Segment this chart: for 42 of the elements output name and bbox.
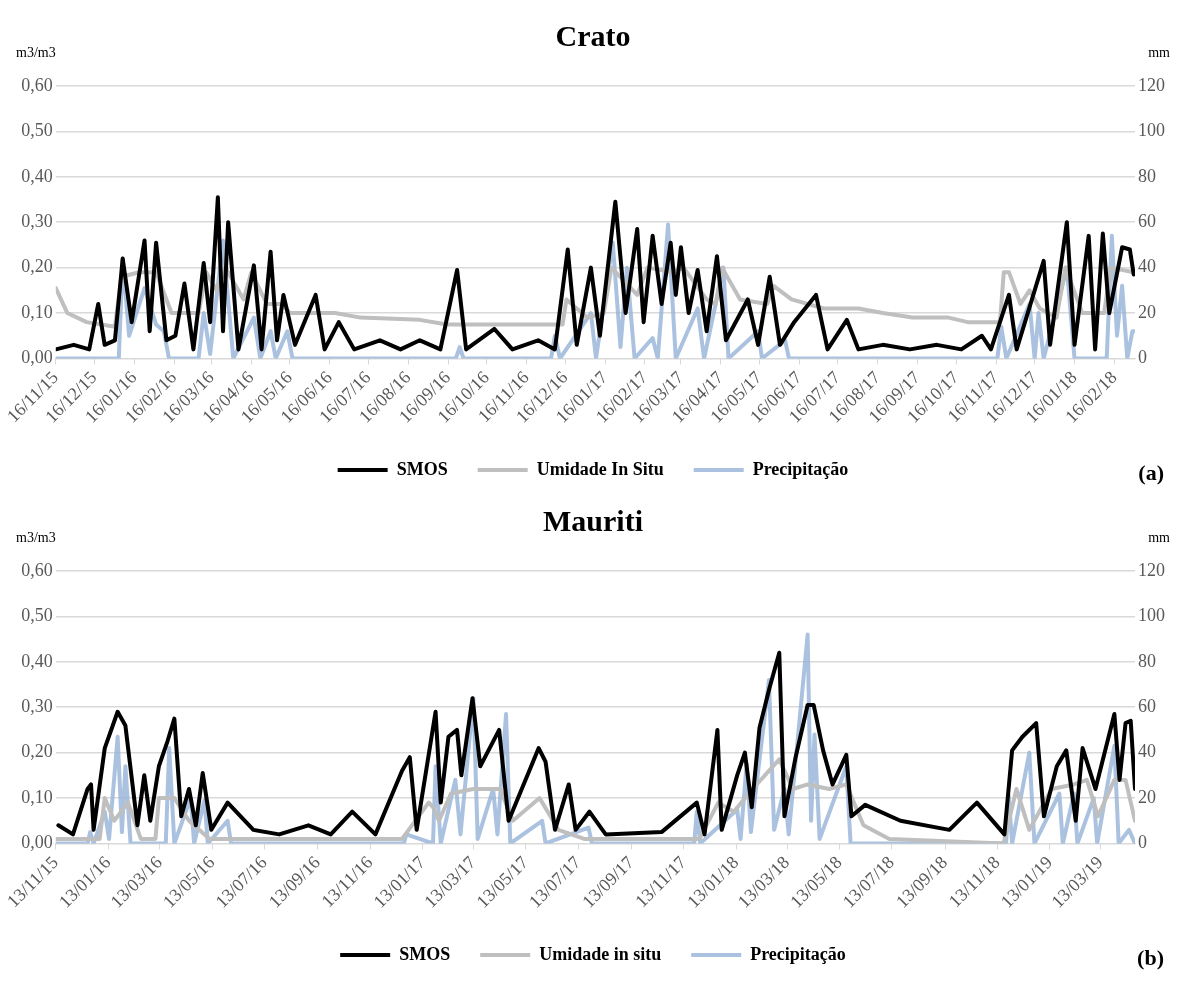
legend-label: Umidade In Situ — [536, 458, 664, 479]
y-tick-label: 0,30 — [21, 695, 53, 716]
y-tick-label: 0,40 — [21, 650, 53, 671]
legend-label: Precipitação — [750, 943, 846, 964]
y2-tick-label: 100 — [1138, 605, 1165, 626]
legend-label: Umidade in situ — [539, 943, 662, 964]
y-tick-label: 0,00 — [21, 347, 53, 368]
y2-tick-label: 120 — [1138, 559, 1165, 580]
text: (a) — [1138, 459, 1164, 485]
y-tick-label: 0,10 — [21, 786, 53, 807]
text: (b) — [1137, 944, 1164, 970]
y2-tick-label: 20 — [1138, 786, 1156, 807]
y-tick-label: 0,50 — [21, 605, 53, 626]
y2-tick-label: 40 — [1138, 256, 1156, 277]
legend-label: Precipitação — [752, 458, 849, 479]
y2-tick-label: 120 — [1138, 74, 1165, 95]
y2-tick-label: 80 — [1138, 165, 1156, 186]
y-tick-label: 0,00 — [21, 832, 53, 853]
y-tick-label: 0,10 — [21, 301, 53, 322]
y-axis-title: m3/m3 — [16, 44, 56, 60]
y-tick-label: 0,30 — [21, 210, 53, 231]
y-tick-label: 0,20 — [21, 256, 53, 277]
y2-tick-label: 60 — [1138, 210, 1156, 231]
y2-tick-label: 80 — [1138, 650, 1156, 671]
y-tick-label: 0,20 — [21, 741, 53, 762]
y-tick-label: 0,60 — [21, 559, 53, 580]
y-tick-label: 0,50 — [21, 120, 53, 141]
chart-title: Crato — [555, 18, 631, 52]
y2-tick-label: 20 — [1138, 301, 1156, 322]
y2-axis-title: mm — [1148, 529, 1171, 545]
y-tick-label: 0,40 — [21, 165, 53, 186]
y-tick-label: 0,60 — [21, 74, 53, 95]
y2-tick-label: 0 — [1138, 832, 1147, 853]
y2-tick-label: 0 — [1138, 347, 1147, 368]
legend-label: SMOS — [399, 943, 451, 964]
y2-tick-label: 60 — [1138, 695, 1156, 716]
legend-label: SMOS — [396, 458, 448, 479]
y2-axis-title: mm — [1148, 44, 1171, 60]
y-axis-title: m3/m3 — [16, 529, 56, 545]
y2-tick-label: 100 — [1138, 120, 1165, 141]
y2-tick-label: 40 — [1138, 741, 1156, 762]
chart-title: Mauriti — [543, 503, 643, 537]
